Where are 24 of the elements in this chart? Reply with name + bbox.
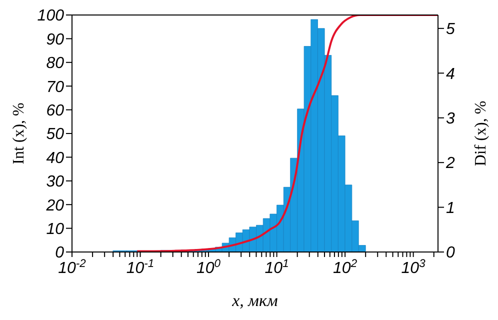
y2-tick-label: 2 [445,155,455,172]
y-axis-title: Int (x), % [10,102,28,164]
y2-axis-title: Dif (x), % [472,100,490,166]
y2-tick-label: 1 [446,200,455,217]
y-tick-label: 50 [46,126,64,144]
y-tick-label: 20 [45,197,64,214]
y2-tick-label: 3 [446,110,455,128]
y-tick-label: 60 [46,102,64,120]
y-tick-label: 100 [37,8,64,25]
y-tick-label: 80 [46,55,64,72]
y-tick-label: 40 [46,150,64,167]
y-tick-label: 90 [46,31,64,48]
x-axis-title: x, мкм [231,291,278,310]
y2-tick-label: 5 [446,21,455,38]
x-tick-label: 10$^{1}$ [264,258,289,277]
y-tick-label: 70 [46,78,64,96]
x-tick-label: 10$^{-1}$ [126,258,154,277]
x-tick-label: 10$^{0}$ [196,258,222,277]
x-tick-label: 10$^{3}$ [401,258,426,277]
x-tick-label: 10$^{2}$ [333,258,358,277]
y-tick-label: 10 [46,220,64,238]
y2-tick-label: 0 [446,244,455,262]
y-tick-label: 30 [46,174,64,191]
y2-tick-label: 4 [446,66,455,83]
